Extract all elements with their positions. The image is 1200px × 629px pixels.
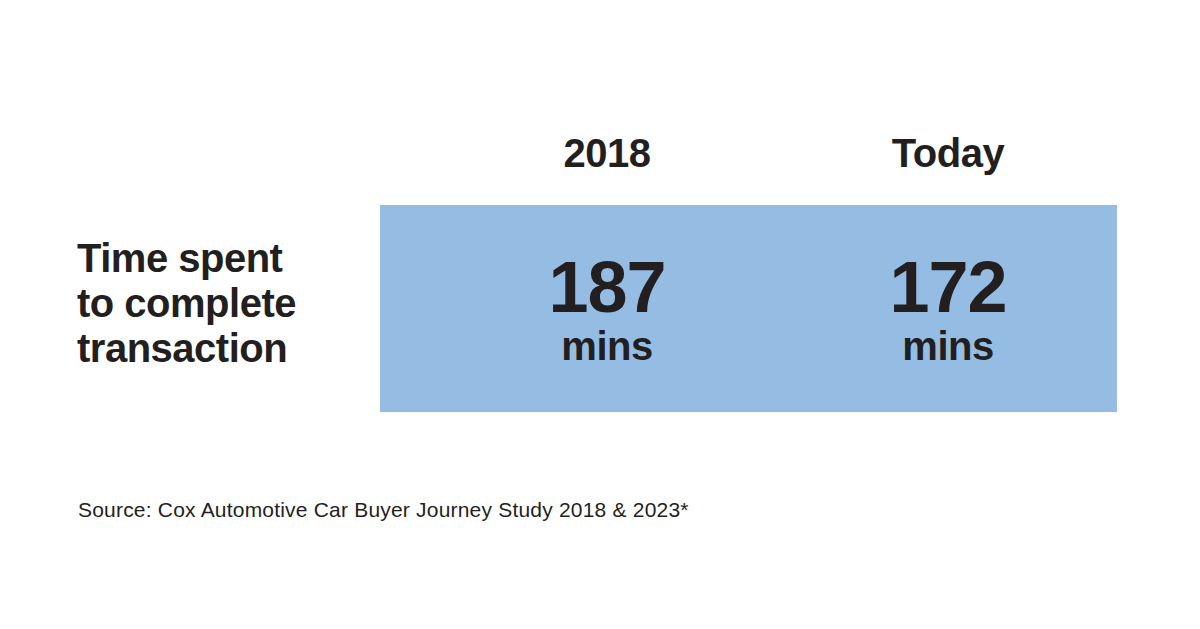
highlight-band: 187 mins 172 mins bbox=[380, 205, 1117, 412]
source-citation: Source: Cox Automotive Car Buyer Journey… bbox=[78, 496, 689, 524]
row-label: Time spent to complete transaction bbox=[77, 236, 377, 371]
unit-today: mins bbox=[902, 324, 993, 368]
infographic-canvas: Time spent to complete transaction 2018 … bbox=[0, 0, 1200, 629]
row-label-line-3: transaction bbox=[77, 326, 377, 371]
column-header-2018: 2018 bbox=[450, 128, 764, 178]
unit-2018: mins bbox=[561, 324, 652, 368]
value-cell-2018: 187 mins bbox=[450, 205, 764, 412]
value-cell-today: 172 mins bbox=[791, 205, 1105, 412]
value-2018: 187 bbox=[548, 250, 665, 324]
value-today: 172 bbox=[889, 250, 1006, 324]
row-label-line-1: Time spent bbox=[77, 236, 377, 281]
row-label-line-2: to complete bbox=[77, 281, 377, 326]
column-header-today: Today bbox=[791, 128, 1105, 178]
